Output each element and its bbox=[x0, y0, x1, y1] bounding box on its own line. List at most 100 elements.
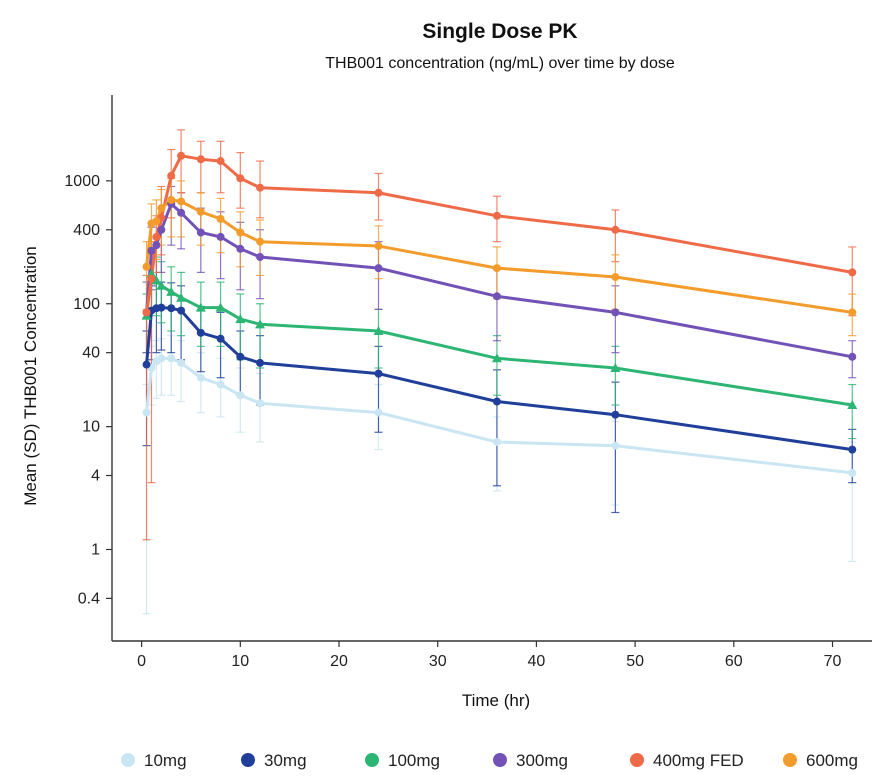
point-30mg bbox=[177, 306, 186, 315]
point-400mg-fed bbox=[152, 232, 161, 241]
x-tick-label: 10 bbox=[231, 653, 249, 670]
point-30mg bbox=[256, 358, 265, 367]
y-tick-label: 400 bbox=[73, 222, 100, 239]
point-100mg bbox=[491, 353, 502, 363]
point-10mg bbox=[492, 437, 501, 446]
legend-swatch-100mg bbox=[365, 753, 379, 767]
point-600mg bbox=[236, 228, 245, 237]
legend: 10mg 30mg 100mg 300mg 400mg FED 600mg bbox=[121, 751, 858, 770]
point-30mg bbox=[142, 360, 151, 369]
legend-swatch-30mg bbox=[241, 753, 255, 767]
point-300mg bbox=[256, 253, 265, 262]
point-10mg bbox=[611, 441, 620, 450]
point-10mg bbox=[142, 408, 151, 417]
point-300mg bbox=[611, 308, 620, 317]
error-bars bbox=[142, 129, 857, 615]
point-300mg bbox=[157, 225, 166, 234]
point-600mg bbox=[216, 214, 225, 223]
x-tick-label: 70 bbox=[824, 653, 842, 670]
legend-label-10mg: 10mg bbox=[144, 751, 187, 770]
legend-label-600mg: 600mg bbox=[806, 751, 858, 770]
y-tick-label: 1 bbox=[91, 541, 100, 558]
y-tick-label: 1000 bbox=[64, 173, 100, 190]
point-600mg bbox=[142, 262, 151, 271]
point-600mg bbox=[167, 195, 176, 204]
x-tick-label: 60 bbox=[725, 653, 743, 670]
point-30mg bbox=[374, 369, 383, 378]
point-100mg bbox=[151, 275, 162, 285]
point-300mg bbox=[216, 232, 225, 241]
chart-subtitle: THB001 concentration (ng/mL) over time b… bbox=[325, 55, 675, 72]
point-100mg bbox=[610, 363, 621, 372]
point-400mg-fed bbox=[611, 225, 620, 234]
line-30mg bbox=[145, 306, 853, 452]
point-400mg-fed bbox=[848, 268, 857, 277]
point-300mg bbox=[236, 244, 245, 253]
point-30mg bbox=[167, 304, 176, 313]
point-30mg bbox=[216, 334, 225, 343]
chart-title: Single Dose PK bbox=[422, 20, 577, 43]
legend-label-300mg: 300mg bbox=[516, 751, 568, 770]
point-100mg bbox=[215, 302, 226, 312]
point-10mg bbox=[236, 391, 245, 400]
point-10mg bbox=[848, 468, 857, 477]
point-10mg bbox=[374, 408, 383, 417]
point-300mg bbox=[147, 246, 156, 255]
data-markers bbox=[141, 151, 858, 477]
legend-label-100mg: 100mg bbox=[388, 751, 440, 770]
point-600mg bbox=[611, 273, 620, 282]
line-400mg-fed bbox=[145, 154, 853, 313]
y-tick-label: 10 bbox=[82, 419, 100, 436]
point-30mg bbox=[157, 303, 166, 312]
y-tick-label: 4 bbox=[91, 468, 100, 485]
point-10mg bbox=[196, 373, 205, 382]
point-100mg bbox=[156, 280, 167, 290]
point-600mg bbox=[177, 197, 186, 206]
point-300mg bbox=[177, 208, 186, 217]
point-400mg-fed bbox=[167, 171, 176, 180]
y-axis-label: Mean (SD) THB001 Concentration bbox=[21, 246, 40, 506]
point-600mg bbox=[492, 264, 501, 273]
point-400mg-fed bbox=[492, 211, 501, 220]
point-600mg bbox=[256, 237, 265, 246]
point-100mg bbox=[847, 399, 858, 409]
x-tick-label: 50 bbox=[626, 653, 644, 670]
point-600mg bbox=[374, 242, 383, 251]
legend-swatch-400mg-fed bbox=[630, 753, 644, 767]
x-tick-label: 40 bbox=[528, 653, 546, 670]
legend-label-30mg: 30mg bbox=[264, 751, 307, 770]
point-400mg-fed bbox=[142, 308, 151, 317]
line-300mg bbox=[145, 202, 853, 359]
point-100mg bbox=[255, 319, 266, 329]
x-tick-label: 0 bbox=[137, 653, 146, 670]
point-100mg bbox=[195, 302, 206, 312]
point-300mg bbox=[848, 352, 857, 361]
point-100mg bbox=[373, 326, 384, 336]
point-400mg-fed bbox=[177, 151, 186, 160]
point-30mg bbox=[611, 410, 620, 419]
axes: 0 10 20 30 40 50 60 70 0.4 1 4 10 40 100 400 1000 bbox=[64, 95, 872, 670]
point-10mg bbox=[177, 358, 186, 367]
point-400mg-fed bbox=[216, 157, 225, 166]
point-300mg bbox=[374, 264, 383, 273]
point-10mg bbox=[256, 399, 265, 408]
y-tick-label: 40 bbox=[82, 345, 100, 362]
x-tick-label: 20 bbox=[330, 653, 348, 670]
legend-swatch-10mg bbox=[121, 753, 135, 767]
x-tick-label: 30 bbox=[429, 653, 447, 670]
y-tick-label: 0.4 bbox=[78, 590, 100, 607]
point-30mg bbox=[196, 328, 205, 337]
line-10mg bbox=[145, 356, 853, 475]
point-10mg bbox=[216, 380, 225, 389]
point-400mg-fed bbox=[374, 188, 383, 197]
point-10mg bbox=[157, 354, 166, 363]
point-10mg bbox=[167, 354, 176, 363]
legend-swatch-300mg bbox=[493, 753, 507, 767]
legend-swatch-600mg bbox=[783, 753, 797, 767]
point-30mg bbox=[492, 397, 501, 406]
point-400mg-fed bbox=[256, 183, 265, 192]
point-100mg bbox=[235, 314, 246, 324]
series-lines bbox=[145, 154, 853, 475]
y-tick-label: 100 bbox=[73, 296, 100, 313]
